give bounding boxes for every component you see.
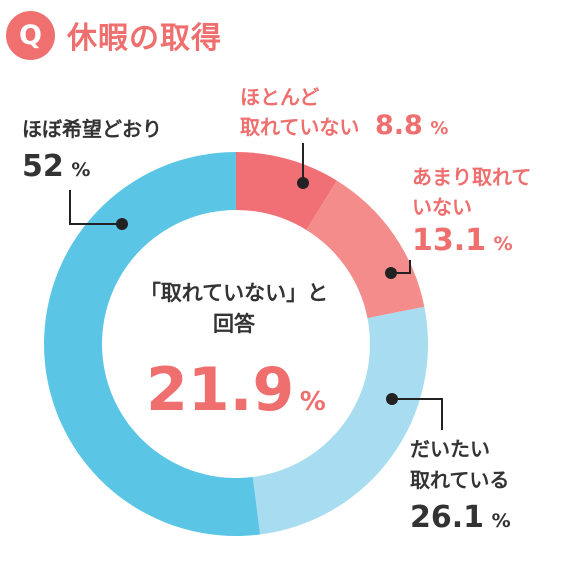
label-daitai-line2: 取れている [410, 468, 509, 492]
label-hobo-value: 52 % [22, 149, 90, 184]
slice-hotondo [236, 152, 337, 230]
center-value-number: 21.9 [146, 355, 294, 425]
question-header: Q 休暇の取得 [6, 9, 222, 61]
label-daitai-unit: % [492, 510, 511, 532]
label-hotondo-text: 取れていない [240, 115, 359, 139]
label-hotondo-line2: 取れていない 8.8 % [240, 110, 448, 141]
slice-amari [306, 180, 425, 319]
label-hotondo-line1: ほとんど [240, 85, 319, 109]
leader-dot-daitai [386, 393, 398, 405]
label-amari-line1: あまり取れて [412, 165, 531, 189]
center-value: 21.9 % [146, 355, 326, 425]
label-hobo-line1: ほぼ希望どおり [22, 117, 162, 141]
label-daitai-line1: だいたい [410, 437, 490, 461]
slice-hobo [44, 152, 261, 536]
leader-line-hobo [69, 190, 122, 225]
center-value-unit: % [300, 387, 326, 417]
page-title: 休暇の取得 [67, 21, 222, 56]
label-daitai-value: 26.1 % [410, 500, 511, 535]
label-amari-number: 13.1 [412, 223, 486, 258]
leader-dots [116, 177, 398, 405]
q-badge: Q [6, 10, 55, 60]
donut-slices [44, 152, 428, 536]
slice-daitai [252, 306, 428, 535]
leader-line-daitai [392, 398, 443, 430]
label-hobo-unit: % [71, 159, 90, 181]
label-hotondo-value: 8.8 [375, 110, 423, 141]
leader-dot-amari [385, 267, 397, 279]
label-amari-line2: いない [412, 195, 472, 219]
leader-line-amari [391, 260, 411, 274]
leader-dot-hobo [116, 218, 128, 230]
label-hotondo-unit: % [430, 118, 448, 139]
label-amari-unit: % [494, 233, 513, 255]
label-hobo-number: 52 [22, 149, 64, 184]
label-amari-value: 13.1 % [412, 223, 513, 258]
leader-dot-hotondo [297, 177, 309, 189]
leader-lines [69, 143, 443, 430]
label-daitai-number: 26.1 [410, 500, 484, 535]
center-line-2: 回答 [213, 312, 256, 336]
center-line-1: 「取れていない」と [140, 281, 328, 305]
